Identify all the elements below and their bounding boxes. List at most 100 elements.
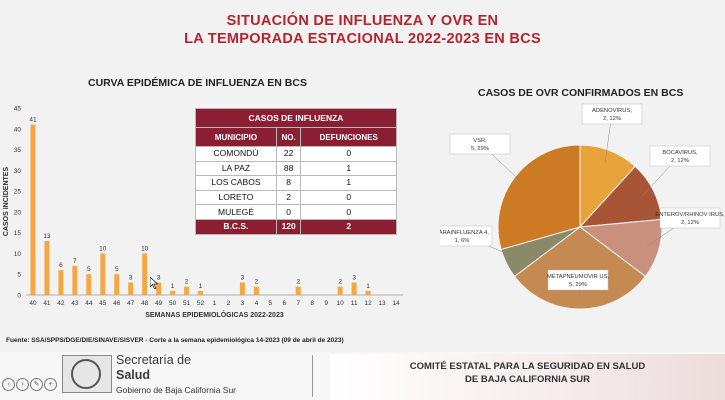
x-axis-label: SEMANAS EPIDEMIOLÓGICAS 2022-2023 <box>145 310 284 319</box>
pie-slice-label: 2, 12% <box>681 220 699 226</box>
bar <box>30 124 36 295</box>
bar-data-label: 2 <box>296 279 300 286</box>
table-cell: LOS CABOS <box>195 175 277 191</box>
x-tick-label: 46 <box>113 300 121 307</box>
table-row: MULEGÉ 0 0 <box>195 204 397 220</box>
bar <box>86 274 92 295</box>
pie-slice <box>497 144 581 251</box>
prev-icon[interactable]: ‹ <box>2 378 15 391</box>
pie-slice-label: 5, 29% <box>471 146 489 152</box>
table-cell: 0 <box>275 204 302 220</box>
x-tick-label: 45 <box>99 300 107 307</box>
bar-data-label: 13 <box>43 233 51 240</box>
pie-label-box <box>649 145 711 167</box>
table-row: COMONDÚ 22 0 <box>195 146 397 162</box>
bar <box>58 270 64 295</box>
bar <box>337 286 343 295</box>
pie-slice-label: METAPNEUMOVIR US, <box>547 274 609 280</box>
bar-data-label: 1 <box>199 283 203 290</box>
x-tick-label: 4 <box>255 300 259 307</box>
pen-icon[interactable]: ✎ <box>30 378 43 391</box>
source-note: Fuente: SSA/SPPS/DGE/DIE/SINAVE/SISVER -… <box>6 337 344 344</box>
x-tick-label: 10 <box>337 300 345 307</box>
pie-slice-label: 1, 6% <box>455 238 470 244</box>
x-tick-label: 7 <box>296 300 300 307</box>
state-seal-logo <box>62 355 112 393</box>
bar-data-label: 3 <box>129 275 133 282</box>
table-cell: MULEGÉ <box>195 204 277 220</box>
pie-label-box <box>449 133 511 155</box>
comite-line1: COMITÉ ESTATAL PARA LA SEGURIDAD EN SALU… <box>409 361 646 372</box>
bar-data-label: 3 <box>352 275 356 282</box>
bar <box>170 290 176 295</box>
table-cell: 2 <box>300 218 397 235</box>
y-tick-label: 20 <box>14 209 22 216</box>
bar-data-label: 1 <box>171 283 175 290</box>
bar-data-label: 3 <box>241 275 245 282</box>
bar <box>100 253 106 295</box>
bar <box>142 253 148 295</box>
table-cell: LA PAZ <box>195 160 277 177</box>
comite-line2: DE BAJA CALIFORNIA SUR <box>465 374 590 385</box>
table-cell: 0 <box>300 189 397 206</box>
y-tick-label: 40 <box>14 126 22 133</box>
bar <box>156 282 162 295</box>
bar <box>114 274 120 295</box>
bar <box>198 290 204 295</box>
pie-label-box <box>440 225 493 247</box>
y-tick-label: 15 <box>14 230 22 237</box>
footer-divider <box>312 355 313 397</box>
x-tick-label: 6 <box>283 300 287 307</box>
ovr-pie-chart: ADENOVIRUS, 2, 12% BOCAVIRUS, 2, 12% ENTEROV… <box>440 103 725 310</box>
table-cell: 8 <box>275 175 302 191</box>
bar-data-label: 10 <box>141 245 149 252</box>
secretaria-label: Secretaría de <box>116 353 192 367</box>
x-tick-label: 43 <box>71 300 79 307</box>
table-cell: LORETO <box>195 189 277 206</box>
pie-slice <box>579 144 636 229</box>
y-tick-label: 25 <box>14 189 22 196</box>
x-tick-label: 12 <box>364 300 372 307</box>
pie-slice-label: PARAINFLUENZA 4, <box>440 230 489 236</box>
table-header-defunciones: DEFUNCIONES <box>300 127 397 147</box>
x-tick-label: 13 <box>378 300 386 307</box>
table-row: LORETO 2 0 <box>195 189 397 206</box>
bar <box>72 265 78 295</box>
next-icon[interactable]: › <box>16 378 29 391</box>
bar-data-label: 6 <box>59 262 63 269</box>
influenza-cases-table: CASOS DE INFLUENZA MUNICIPIO NO. DEFUNCI… <box>195 108 397 235</box>
table-cell: 0 <box>300 204 397 220</box>
x-tick-label: 50 <box>169 300 177 307</box>
comite-banner <box>330 354 725 400</box>
bar-data-label: 1 <box>366 283 370 290</box>
bar-data-label: 10 <box>99 245 107 252</box>
pie-slice-label: BOCAVIRUS, <box>662 150 698 156</box>
x-tick-label: 42 <box>57 300 65 307</box>
x-tick-label: 41 <box>43 300 51 307</box>
table-cell: 2 <box>275 189 302 206</box>
pie-label-box <box>581 103 643 125</box>
pie-label-box <box>547 269 609 291</box>
bar-data-label: 7 <box>73 258 77 265</box>
bar-chart-title: CURVA EPIDÉMICA DE INFLUENZA EN BCS <box>88 77 307 89</box>
y-tick-label: 5 <box>17 272 21 279</box>
table-total-row: B.C.S. 120 2 <box>195 218 397 235</box>
bar <box>365 290 371 295</box>
table-cell: 1 <box>300 175 397 191</box>
y-tick-label: 0 <box>17 293 21 300</box>
y-tick-label: 30 <box>14 168 22 175</box>
zoom-icon[interactable]: + <box>44 378 57 391</box>
y-tick-label: 10 <box>14 251 22 258</box>
x-tick-label: 44 <box>85 300 93 307</box>
x-tick-label: 11 <box>351 300 358 307</box>
pie-slice <box>513 226 647 310</box>
x-tick-label: 40 <box>29 300 37 307</box>
pie-slice-label: 5, 29% <box>569 282 587 288</box>
bar-data-label: 3 <box>157 275 161 282</box>
pie-label-box <box>659 207 721 229</box>
table-cell: 120 <box>275 218 302 235</box>
x-tick-label: 51 <box>183 300 191 307</box>
table-cell: 88 <box>275 160 302 177</box>
